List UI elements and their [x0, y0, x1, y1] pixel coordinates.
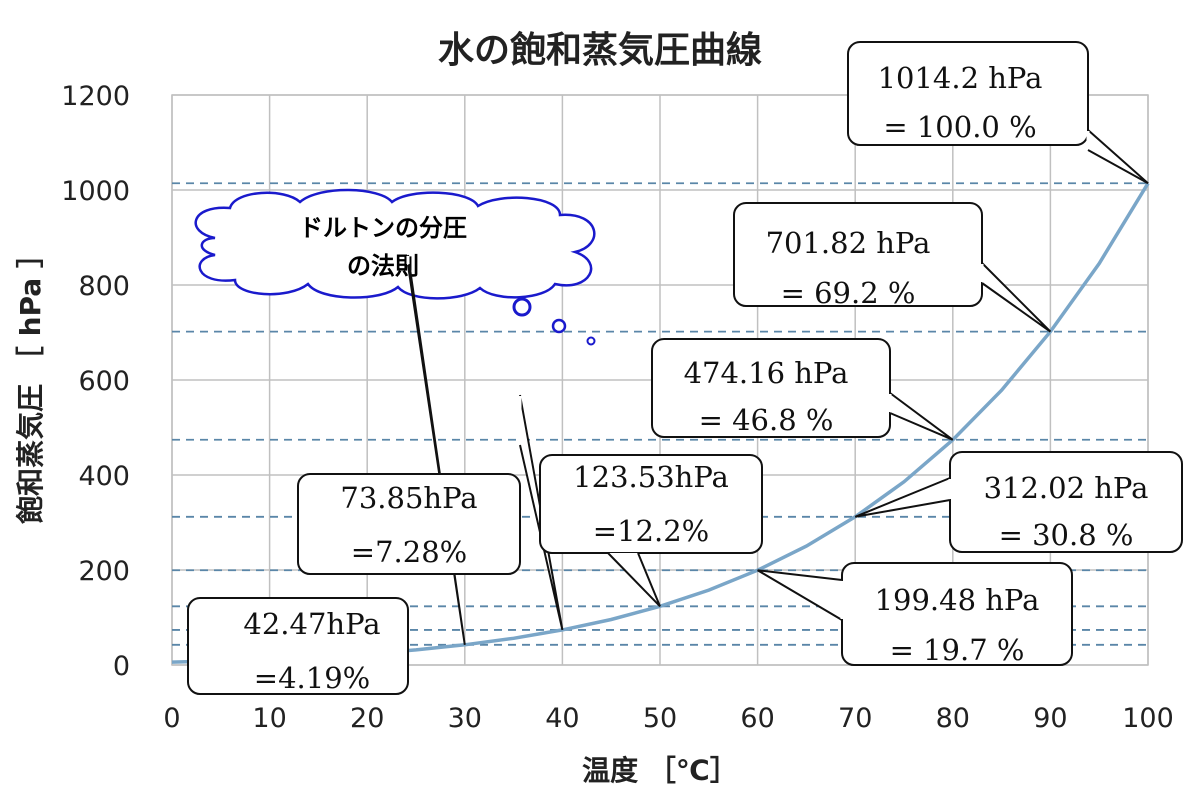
cloud-text-line1: ドルトンの分圧 — [299, 214, 467, 242]
y-axis-label: 飽和蒸気圧 ［ hPa ］ — [14, 240, 47, 524]
callout-percent: = 19.7 % — [890, 633, 1025, 667]
y-tick-label: 800 — [78, 271, 130, 302]
callout-box — [949, 451, 1183, 553]
callout-box — [297, 473, 521, 575]
callout-123: 123.53hPa =12.2% — [539, 454, 764, 637]
callout-199: 199.48 hPa = 19.7 % — [757, 562, 1073, 667]
callout-value: 701.82 hPa — [766, 226, 931, 260]
axes: 0 10 20 30 40 50 60 70 80 90 100020040060080010001… — [61, 81, 1173, 734]
callout-pointer — [757, 569, 843, 621]
y-tick-label: 200 — [78, 556, 130, 587]
callout-percent: =4.19% — [254, 661, 370, 695]
x-tick-label: 60 — [740, 703, 774, 734]
callout-box — [651, 338, 891, 438]
x-tick-label: 100 — [1122, 703, 1174, 734]
x-tick-label: 70 — [838, 703, 872, 734]
callout-percent: =7.28% — [351, 535, 467, 569]
callout-value: 199.48 hPa — [875, 583, 1040, 617]
callout-pointer — [607, 552, 661, 608]
x-tick-label: 0 — [163, 703, 180, 734]
y-tick-label: 600 — [78, 366, 130, 397]
callout-pointer — [889, 392, 954, 441]
y-tick-label: 1000 — [61, 176, 130, 207]
callout-1014: 1014.2 hPa = 100.0 % — [847, 41, 1149, 185]
y-tick-label: 400 — [78, 461, 130, 492]
x-axis-label: 温度 ［℃］ — [582, 754, 738, 787]
bubble-dot-large — [512, 297, 532, 317]
y-tick-label: 1200 — [61, 81, 130, 112]
callout-percent: = 100.0 % — [883, 110, 1036, 144]
callout-pointer — [981, 262, 1052, 333]
callout-73: 73.85hPa =7.28% — [297, 394, 564, 631]
callout-pointer — [854, 477, 951, 518]
callout-value: 1014.2 hPa — [878, 61, 1043, 95]
callout-percent: = 30.8 % — [999, 518, 1134, 552]
callout-value: 312.02 hPa — [984, 471, 1149, 505]
callout-value: 474.16 hPa — [684, 356, 849, 390]
callouts: 42.47hPa =4.19% 73.85hPa =7.28% 123.53hPa =12… — [187, 41, 1183, 695]
x-tick-label: 40 — [545, 703, 579, 734]
y-tick-label: 0 — [113, 651, 130, 682]
callout-box — [187, 597, 409, 695]
x-tick-label: 20 — [350, 703, 384, 734]
x-tick-label: 10 — [252, 703, 286, 734]
callout-box — [847, 41, 1089, 146]
callout-box — [733, 202, 983, 307]
callout-box — [539, 454, 763, 554]
callout-312: 312.02 hPa = 30.8 % — [854, 451, 1183, 553]
x-tick-label: 90 — [1033, 703, 1067, 734]
callout-pointer — [519, 394, 564, 631]
cloud-shape — [194, 188, 596, 300]
callout-pointer — [1087, 129, 1149, 185]
callout-474: 474.16 hPa = 46.8 % — [651, 338, 954, 441]
callout-percent: = 46.8 % — [699, 403, 834, 437]
bubble-dot-medium — [551, 318, 567, 334]
callout-701: 701.82 hPa = 69.2 % — [733, 202, 1052, 333]
callout-percent: = 69.2 % — [781, 276, 916, 310]
callout-value: 73.85hPa — [340, 481, 477, 515]
x-tick-label: 50 — [643, 703, 677, 734]
x-tick-label: 30 — [448, 703, 482, 734]
chart-title: 水の飽和蒸気圧曲線 — [438, 30, 762, 71]
callout-value: 42.47hPa — [243, 607, 380, 641]
x-tick-label: 80 — [936, 703, 970, 734]
bubble-dot-small — [586, 336, 596, 346]
callout-value: 123.53hPa — [573, 460, 729, 494]
callout-percent: =12.2% — [593, 514, 709, 548]
